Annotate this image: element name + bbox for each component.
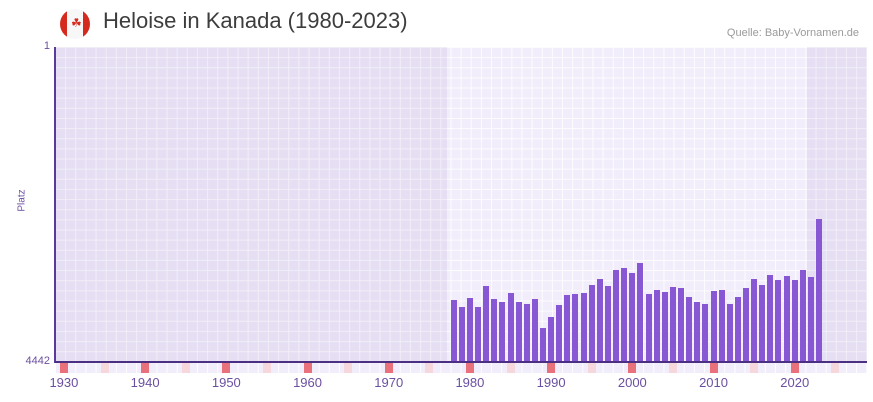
bar — [629, 273, 636, 362]
baseline-marker — [59, 363, 68, 373]
x-axis-tick-label: 1930 — [49, 375, 79, 390]
bar — [678, 288, 685, 362]
bar — [686, 296, 693, 362]
bar — [572, 293, 579, 362]
x-axis-tick-labels: 1930 1940 1950 1960 1970 1980 1990 2000 2010 2020 — [0, 375, 873, 395]
y-axis-max-label: 1 — [43, 40, 50, 52]
baseline-marker-faint — [425, 363, 434, 373]
flag-field — [67, 9, 83, 39]
bar — [531, 298, 538, 362]
baseline-marker — [141, 363, 150, 373]
bar — [450, 300, 457, 362]
bar — [710, 290, 717, 362]
bar — [791, 280, 798, 362]
baseline-marker-faint — [181, 363, 190, 373]
baseline-marker-faint — [100, 363, 109, 373]
bar — [499, 302, 506, 362]
y-axis-min-label: 4442 — [25, 355, 50, 367]
x-axis-line — [55, 361, 867, 363]
bar — [596, 278, 603, 362]
bar — [540, 327, 546, 362]
bar — [580, 293, 587, 362]
baseline-marker — [547, 363, 556, 373]
source-attribution: Quelle: Baby-Vornamen.de — [726, 27, 859, 39]
baseline-marker — [222, 363, 231, 373]
bar — [669, 287, 676, 362]
bar — [483, 285, 490, 362]
bar — [515, 301, 522, 362]
bar — [702, 303, 709, 362]
flag-band-left — [60, 9, 67, 39]
page-title: Heloise in Kanada (1980-2023) — [103, 8, 408, 33]
bar — [466, 298, 473, 362]
baseline-marker-faint — [750, 363, 759, 373]
bar — [637, 262, 644, 362]
no-data-shade-left — [55, 47, 447, 362]
baseline-marker — [709, 363, 718, 373]
y-axis-title: Platz — [16, 189, 28, 212]
maple-leaf-icon: ☘ — [71, 16, 82, 30]
bar — [645, 293, 652, 362]
x-axis-tick-label: 2010 — [699, 375, 728, 390]
baseline-marker — [303, 363, 312, 373]
baseline-marker-faint — [831, 363, 840, 373]
bar — [588, 284, 595, 362]
plot-area — [55, 47, 867, 362]
bar — [653, 289, 660, 362]
canada-flag-icon: ☘ — [60, 9, 90, 39]
x-axis-tick-label: 1940 — [130, 375, 160, 390]
bar — [734, 297, 741, 362]
x-axis-tick-label: 1990 — [536, 375, 566, 390]
baseline-marker-faint — [262, 363, 271, 373]
bar — [491, 299, 498, 362]
x-axis-tick-label: 2000 — [617, 375, 647, 390]
bar — [799, 269, 806, 362]
bar — [783, 276, 790, 362]
baseline-marker-strip — [55, 363, 867, 373]
x-axis-tick-label: 2020 — [780, 375, 810, 390]
x-axis-tick-label: 1950 — [211, 375, 241, 390]
bar — [458, 306, 465, 362]
bar — [726, 303, 733, 362]
bar — [694, 302, 701, 362]
bar — [621, 267, 628, 362]
bar — [759, 284, 766, 362]
x-axis-tick-label: 1970 — [374, 375, 404, 390]
x-axis-tick-label: 1960 — [293, 375, 322, 390]
bar — [661, 291, 668, 362]
baseline-marker — [465, 363, 474, 373]
x-axis-tick-label: 1980 — [455, 375, 485, 390]
baseline-marker-faint — [668, 363, 677, 373]
bar-series — [55, 47, 867, 362]
bar — [475, 307, 482, 362]
bar — [767, 274, 774, 362]
bar — [556, 305, 563, 362]
bar — [548, 317, 555, 362]
bar — [807, 276, 814, 362]
bar — [743, 288, 749, 362]
bar — [604, 285, 611, 362]
bar — [507, 293, 514, 362]
flag-band-right — [83, 9, 90, 39]
bar — [613, 270, 620, 362]
bar — [816, 219, 823, 362]
baseline-marker — [790, 363, 799, 373]
bar — [523, 303, 530, 362]
y-axis-line — [54, 47, 56, 363]
bar — [775, 280, 782, 362]
bar — [751, 278, 758, 362]
baseline-marker-faint — [587, 363, 596, 373]
chart-header: ☘ Heloise in Kanada (1980-2023) Quelle: … — [0, 0, 873, 46]
bar — [564, 295, 571, 362]
baseline-marker — [384, 363, 393, 373]
baseline-marker-faint — [506, 363, 515, 373]
bar — [718, 290, 725, 362]
baseline-marker — [628, 363, 637, 373]
baseline-marker-faint — [344, 363, 353, 373]
